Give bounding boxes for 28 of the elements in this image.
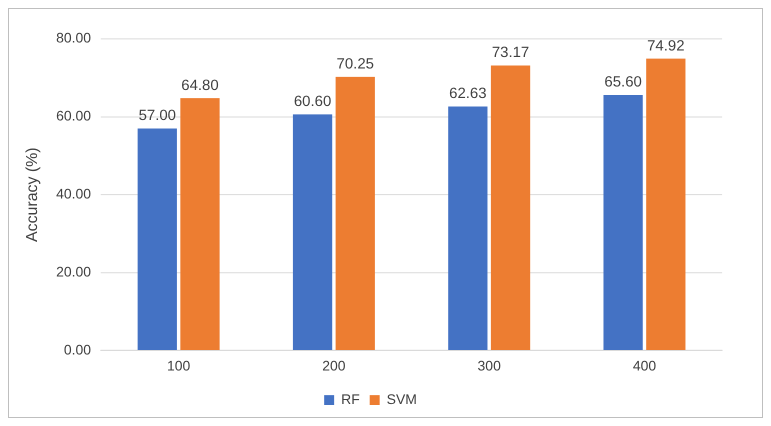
bar <box>336 76 375 350</box>
y-tick-label: 0.00 <box>64 341 92 358</box>
legend-label: SVM <box>386 390 417 407</box>
data-label: 70.25 <box>336 56 374 73</box>
data-label: 62.63 <box>449 85 487 102</box>
y-tick-label: 40.00 <box>56 186 92 202</box>
bar <box>138 128 177 350</box>
y-axis-title: Accuracy (%) <box>24 147 41 242</box>
data-label: 65.60 <box>604 74 642 91</box>
bar <box>490 65 530 350</box>
x-tick-label: 200 <box>322 358 346 374</box>
data-label: 74.92 <box>647 37 685 54</box>
bar <box>292 114 332 350</box>
data-label: 64.80 <box>181 76 219 94</box>
bar <box>180 98 220 350</box>
data-label: 73.17 <box>492 44 530 62</box>
x-tick-label: 400 <box>632 358 656 374</box>
x-tick-label: 300 <box>478 358 502 374</box>
data-label: 60.60 <box>294 93 332 110</box>
y-tick-label: 20.00 <box>56 263 92 280</box>
bar <box>603 94 643 350</box>
legend-label: RF <box>341 390 360 407</box>
bar <box>448 106 488 350</box>
y-tick-label: 80.00 <box>56 30 92 46</box>
y-tick-label: 60.00 <box>56 108 92 124</box>
bar <box>646 58 686 350</box>
x-tick-label: 100 <box>166 358 191 374</box>
data-label: 57.00 <box>138 107 176 124</box>
